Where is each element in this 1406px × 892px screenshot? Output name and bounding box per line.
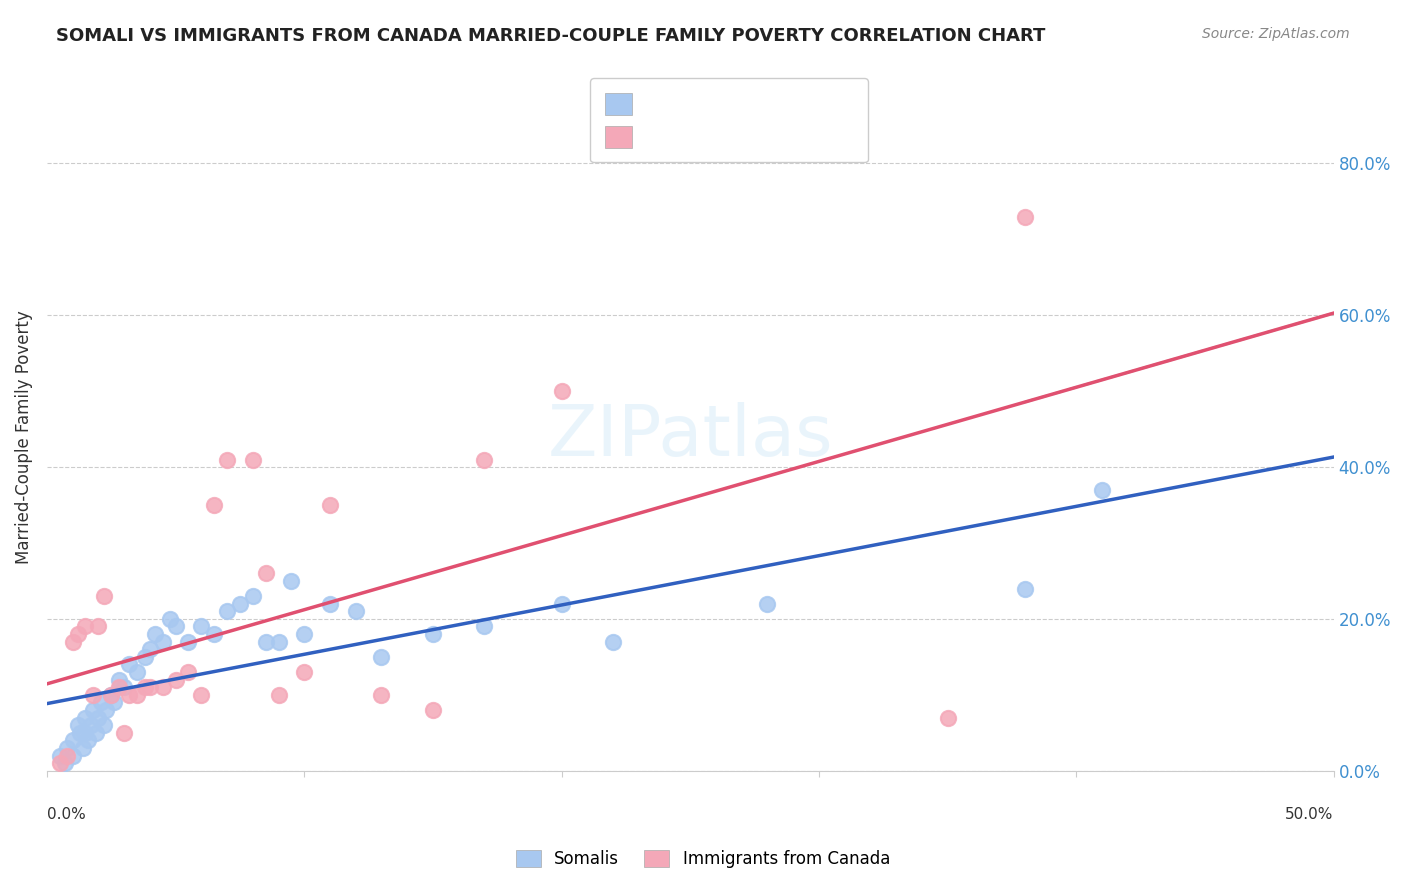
Point [62,634,84,648]
Point [215,452,238,467]
Point [90,695,112,709]
Point [143,627,166,641]
Point [165,673,187,687]
Point [103,695,125,709]
Point [125,688,148,702]
Point [118,688,141,702]
Point [474,619,496,633]
Point [134,680,156,694]
Point [82,688,104,702]
Point [75,619,97,633]
Point [319,498,342,512]
Point [267,688,290,702]
Point [56,748,79,763]
Text: SOMALI VS IMMIGRANTS FROM CANADA MARRIED-COUPLE FAMILY POVERTY CORRELATION CHART: SOMALI VS IMMIGRANTS FROM CANADA MARRIED… [56,27,1046,45]
Point [152,680,174,694]
Point [177,665,200,679]
Point [112,725,135,739]
Text: Source: ZipAtlas.com: Source: ZipAtlas.com [1202,27,1350,41]
Text: ZIPatlas: ZIPatlas [547,402,834,471]
Point [242,589,264,603]
Point [280,574,302,588]
Point [62,733,84,747]
Legend:                                     ,                                     : , [591,78,868,162]
Text: 50.0%: 50.0% [1285,807,1334,822]
Point [756,597,779,611]
Point [87,710,110,724]
Point [254,634,277,648]
Point [66,627,89,641]
Text: R =: R = [637,119,675,136]
Point [242,452,264,467]
Point [139,680,162,694]
Point [118,657,141,672]
Point [66,718,89,732]
Point [69,725,91,739]
Point [165,619,187,633]
Point [1091,483,1114,497]
Point [370,688,392,702]
Point [125,665,148,679]
Point [202,627,225,641]
Point [75,710,97,724]
Text: 32: 32 [811,147,837,166]
Point [190,619,212,633]
Point [93,589,115,603]
Point [84,725,107,739]
Point [56,740,79,755]
Text: 0.558: 0.558 [678,147,734,166]
Point [474,452,496,467]
Point [370,649,392,664]
Point [87,619,110,633]
Point [202,498,225,512]
Point [134,649,156,664]
Text: N =: N = [770,119,810,136]
Point [422,627,444,641]
Point [94,703,117,717]
Point [49,756,72,771]
Point [550,384,572,399]
Point [159,612,181,626]
Point [177,634,200,648]
Point [292,627,315,641]
Y-axis label: Married-Couple Family Poverty: Married-Couple Family Poverty [15,310,32,564]
Point [550,597,572,611]
Point [82,703,104,717]
Point [292,665,315,679]
Point [139,642,162,657]
Point [254,566,277,581]
Point [229,597,252,611]
Point [108,680,131,694]
Point [108,673,131,687]
Point [79,718,101,732]
Point [93,718,115,732]
Legend: Somalis, Immigrants from Canada: Somalis, Immigrants from Canada [509,843,897,875]
Point [267,634,290,648]
Point [936,710,959,724]
Point [215,604,238,618]
Point [49,748,72,763]
Point [344,604,367,618]
Point [1014,582,1036,596]
Text: 0.0%: 0.0% [46,807,86,822]
Point [112,680,135,694]
Point [75,725,97,739]
Text: N =: N = [770,147,810,166]
Point [53,756,76,771]
Text: R =: R = [637,147,675,166]
Point [422,703,444,717]
Point [152,634,174,648]
Point [319,597,342,611]
Text: 0.790: 0.790 [678,119,734,136]
Point [602,634,624,648]
Point [1014,210,1036,224]
Point [62,748,84,763]
Text: 50: 50 [811,119,837,136]
Point [100,688,122,702]
Point [77,733,100,747]
Point [100,688,122,702]
Point [72,740,94,755]
Point [190,688,212,702]
